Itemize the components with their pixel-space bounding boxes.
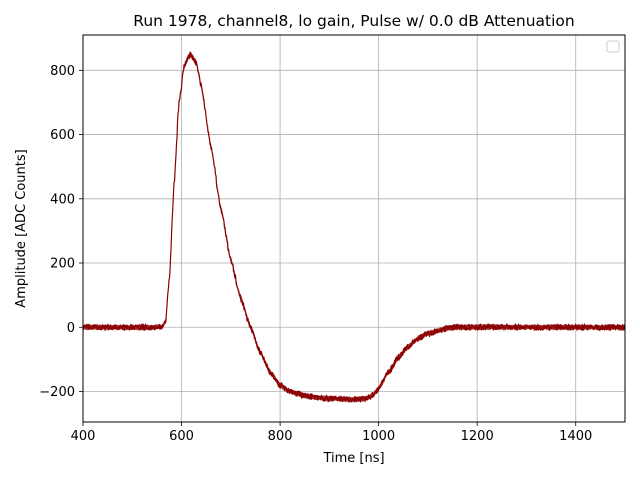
x-axis-label: Time [ns] — [322, 451, 384, 466]
y-axis-label: Amplitude [ADC Counts] — [14, 149, 29, 307]
y-tick-label: 0 — [67, 321, 75, 336]
y-tick-label: −200 — [39, 385, 75, 400]
grid-layer — [82, 35, 625, 422]
x-tick-label: 1000 — [362, 429, 395, 444]
y-tick-label: 800 — [50, 64, 75, 79]
x-tick-label: 1200 — [461, 429, 494, 444]
y-tick-label: 200 — [50, 257, 75, 272]
x-tick-label: 400 — [71, 429, 96, 444]
chart-title: Run 1978, channel8, lo gain, Pulse w/ 0.… — [133, 12, 574, 30]
legend-box — [606, 40, 620, 53]
tick-layer: 400 600 800 1000 1200 1400 −200 0 200 400 600 800 — [39, 64, 592, 444]
series-noise-band — [83, 52, 625, 403]
y-tick-label: 400 — [50, 192, 75, 207]
y-tick-label: 600 — [50, 128, 75, 143]
x-tick-label: 800 — [268, 429, 293, 444]
x-tick-label: 600 — [169, 429, 194, 444]
plot-area-frame — [82, 34, 626, 423]
data-layer — [82, 51, 626, 403]
x-tick-label: 1400 — [559, 429, 592, 444]
series-line — [82, 51, 626, 403]
